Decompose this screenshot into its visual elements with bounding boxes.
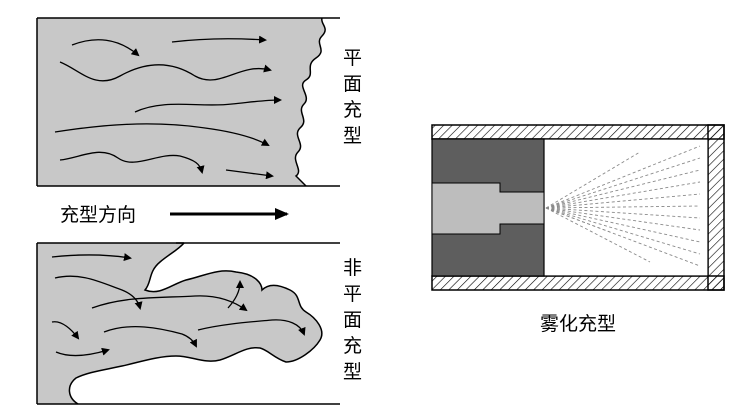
planar-filling-panel [36, 17, 340, 187]
flow-arrow [54, 123, 270, 146]
flow-arrow [225, 169, 274, 180]
die-end-wall [707, 124, 725, 291]
nonplanar-label-char: 充 [343, 335, 362, 357]
nonplanar-melt-region [37, 243, 322, 404]
flow-arrow [59, 151, 205, 174]
flow-arrow [197, 319, 306, 336]
die-bottom-wall [431, 275, 725, 291]
atomized-filling-panel [431, 124, 725, 291]
flow-arrow [71, 39, 140, 57]
die-top-wall [431, 124, 725, 140]
flow-arrow [54, 275, 143, 310]
flow-arrow [51, 321, 80, 340]
planar-melt-front [37, 18, 326, 186]
flow-arrow [51, 253, 132, 262]
filling-direction-label: 充型方向 [60, 204, 136, 226]
nonplanar-label-char: 平 [343, 283, 362, 305]
planar-label-char: 平 [343, 47, 362, 69]
flow-arrow [171, 35, 267, 44]
planar-label-char: 充 [343, 99, 362, 121]
flow-arrow [103, 326, 197, 348]
gate-channel [431, 182, 545, 235]
atomized-filling-label: 雾化充型 [540, 313, 616, 335]
flow-arrow [134, 96, 282, 113]
flow-arrow [55, 347, 110, 357]
flow-arrow [227, 280, 244, 309]
flow-arrow [59, 61, 272, 82]
nonplanar-label-char: 型 [343, 361, 362, 383]
planar-label-char: 面 [343, 73, 362, 95]
spray-jets [545, 145, 701, 267]
planar-label-char: 型 [343, 125, 362, 147]
nonplanar-filling-panel [36, 242, 340, 405]
flow-arrow [91, 295, 248, 312]
nonplanar-label-char: 非 [343, 257, 362, 279]
nonplanar-label-char: 面 [343, 309, 362, 331]
